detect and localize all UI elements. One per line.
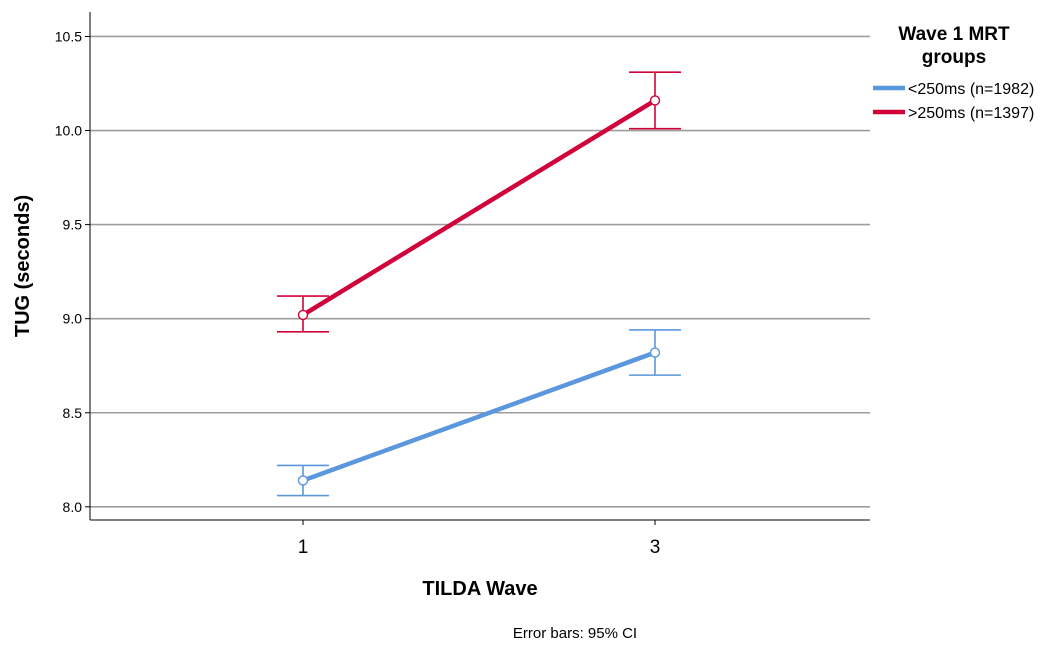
- axes-layer: [89, 12, 870, 521]
- series-line: [301, 98, 657, 317]
- x-tick-label: 3: [650, 537, 661, 558]
- x-axis-label: TILDA Wave: [422, 578, 537, 600]
- y-tick-label: 10.5: [55, 28, 82, 44]
- series-2: [277, 71, 681, 333]
- x-tick-label: 1: [298, 537, 309, 558]
- footnote: Error bars: 95% CI: [513, 625, 637, 642]
- legend-title-line-2: groups: [922, 47, 986, 68]
- y-tick-label: 8.0: [63, 499, 83, 515]
- data-point: [297, 309, 309, 321]
- y-tick-label: 8.5: [63, 405, 83, 421]
- series-layer: [277, 71, 681, 497]
- y-ticks: 8.0 8.5 9.0 9.5 10.0 10.5: [55, 28, 90, 515]
- grid-layer: [90, 35, 870, 508]
- legend-entry-label: <250ms (n=1982): [908, 81, 1034, 98]
- y-tick-label: 9.5: [63, 217, 83, 233]
- data-point: [297, 475, 309, 486]
- y-axis-label: TUG (seconds): [12, 195, 34, 337]
- data-point: [649, 347, 661, 358]
- series-line: [302, 350, 656, 483]
- legend-entry-label: >250ms (n=1397): [908, 105, 1034, 122]
- legend: Wave 1 MRT groups <250ms (n=1982) >250ms …: [873, 24, 1034, 122]
- legend-title-line-1: Wave 1 MRT: [898, 24, 1010, 45]
- y-tick-label: 9.0: [63, 311, 83, 327]
- legend-items: <250ms (n=1982) >250ms (n=1397): [873, 81, 1034, 122]
- y-tick-label: 10.0: [55, 123, 82, 139]
- data-point: [649, 95, 661, 106]
- series-1: [277, 329, 681, 497]
